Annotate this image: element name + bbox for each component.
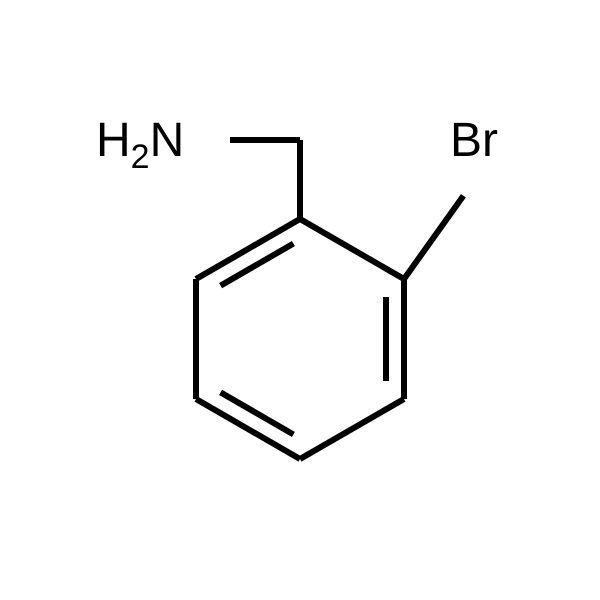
bond (221, 392, 294, 434)
bromo-label: Br (450, 114, 498, 167)
bond (300, 399, 404, 459)
molecule-diagram: H2N Br (0, 0, 600, 600)
amine-label: H2N (96, 114, 184, 176)
bond (404, 196, 463, 279)
bond (300, 219, 404, 279)
bond (221, 244, 294, 286)
